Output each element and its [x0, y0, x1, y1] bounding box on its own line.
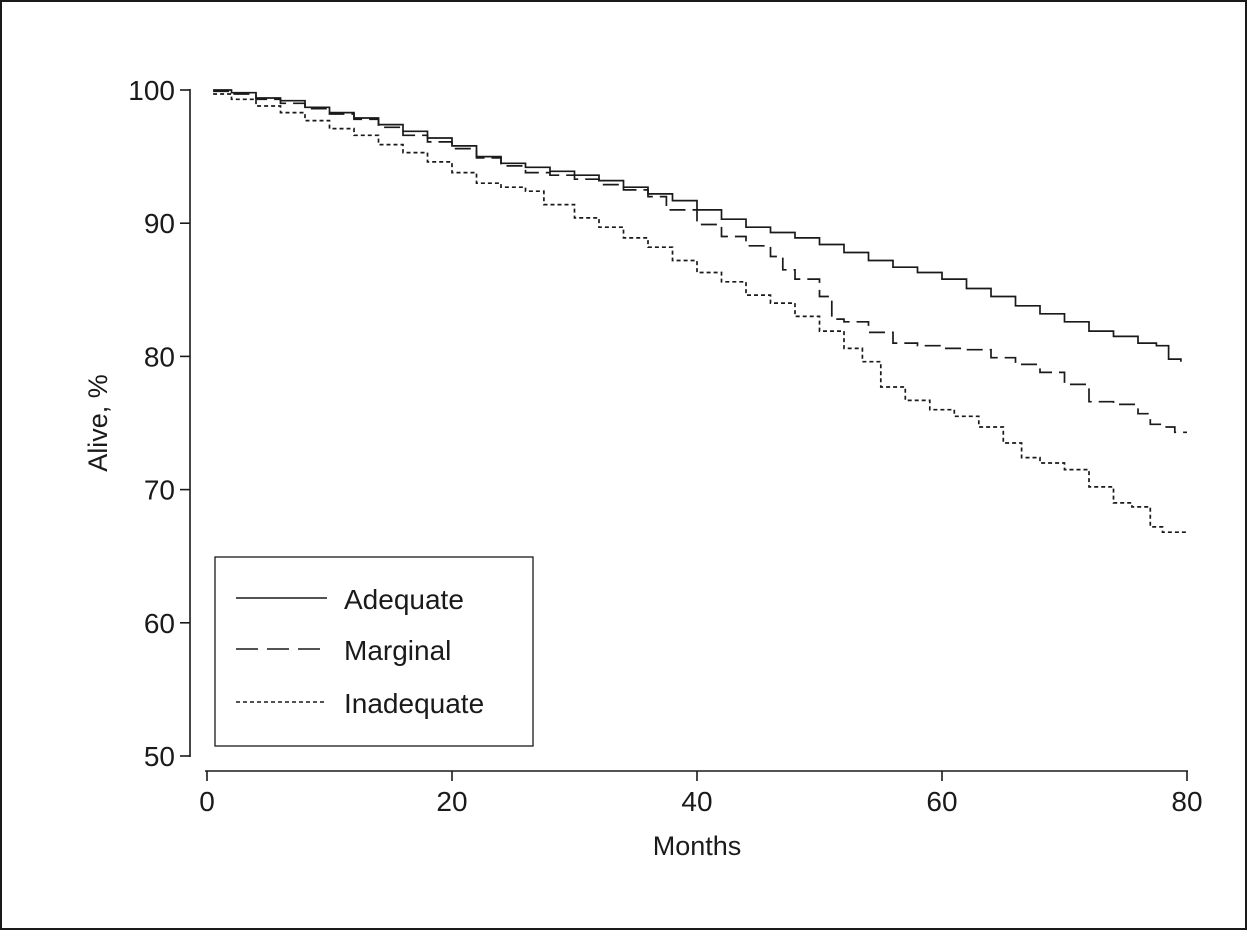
y-tick-label: 80 — [144, 341, 175, 372]
x-tick-label: 20 — [436, 786, 467, 817]
y-ticks: 50 60 70 80 90 100 — [128, 75, 190, 772]
x-ticks: 0 20 40 60 80 — [199, 771, 1203, 817]
series-line-inadequate — [213, 93, 1188, 534]
series-line-marginal — [213, 90, 1187, 434]
x-tick-label: 60 — [926, 786, 957, 817]
y-tick-label: 100 — [128, 75, 175, 106]
series-line-adequate — [213, 89, 1182, 362]
x-tick-label: 80 — [1171, 786, 1202, 817]
y-tick-label: 70 — [144, 475, 175, 506]
y-tick-label: 60 — [144, 608, 175, 639]
y-tick-label: 50 — [144, 741, 175, 772]
x-tick-label: 40 — [681, 786, 712, 817]
legend: Adequate Marginal Inadequate — [214, 556, 534, 747]
x-axis-label: Months — [653, 831, 742, 861]
series-layer — [213, 89, 1188, 534]
x-tick-label: 0 — [199, 786, 215, 817]
axes: 0 20 40 60 80 50 60 70 80 90 100 — [128, 75, 1202, 817]
y-tick-label: 90 — [144, 208, 175, 239]
legend-box — [214, 556, 534, 747]
legend-label-marginal: Marginal — [344, 635, 451, 666]
legend-label-adequate: Adequate — [344, 584, 464, 615]
y-axis-label: Alive, % — [83, 374, 113, 472]
legend-items: Adequate Marginal Inadequate — [236, 584, 484, 719]
legend-label-inadequate: Inadequate — [344, 688, 484, 719]
